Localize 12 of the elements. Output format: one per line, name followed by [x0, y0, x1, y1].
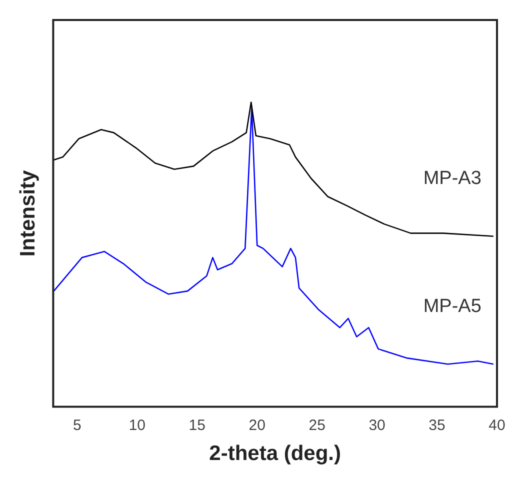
x-tick-label: 25 — [308, 416, 326, 434]
x-tick-label: 30 — [368, 416, 386, 434]
x-tick-label: 5 — [73, 416, 82, 434]
text: MP-A3 — [423, 168, 482, 190]
x-axis-title: 2-theta (deg.) — [209, 442, 342, 466]
x-tick-label: 20 — [248, 416, 266, 434]
x-tick-label: 10 — [128, 416, 146, 434]
x-tick-label: 35 — [428, 416, 446, 434]
x-tick-label: 40 — [488, 416, 506, 434]
text: MP-A5 — [423, 296, 482, 318]
x-tick-label: 15 — [188, 416, 206, 434]
y-axis-title: Intensity — [16, 170, 40, 257]
